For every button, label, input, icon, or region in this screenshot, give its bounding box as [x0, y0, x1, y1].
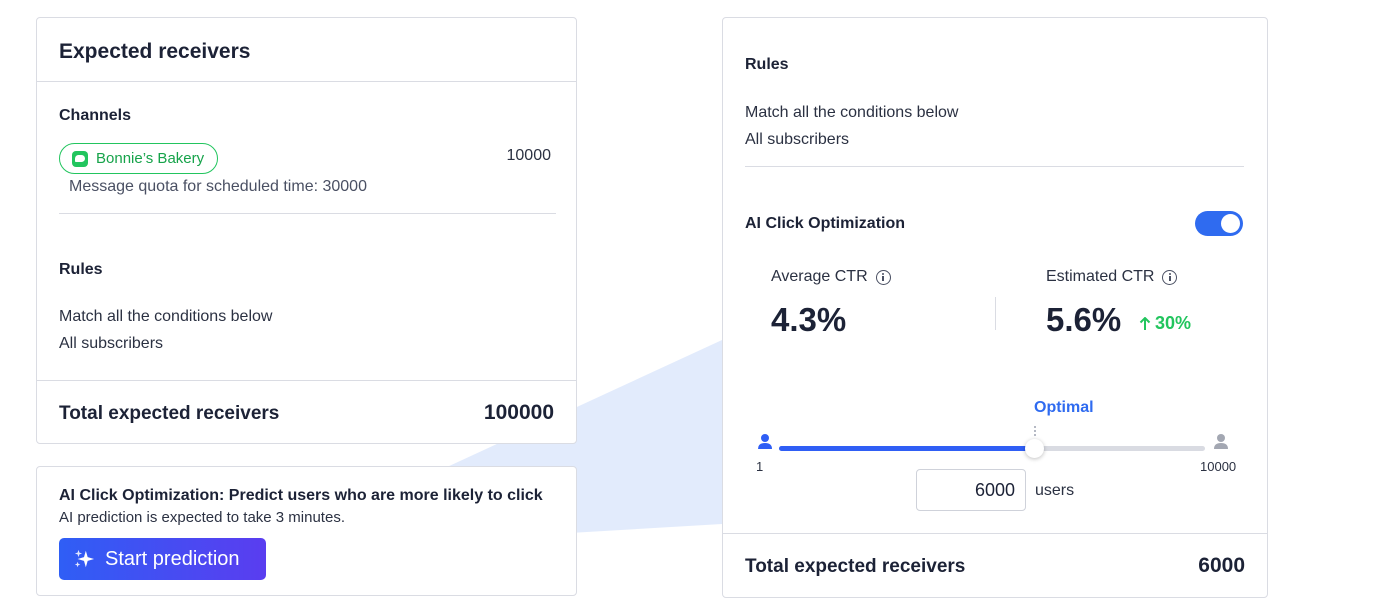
ai-optimization-label: AI Click Optimization — [745, 215, 906, 232]
total-bar: Total expected receivers 100000 — [37, 380, 576, 444]
slider-fill — [779, 446, 1035, 451]
total-label: Total expected receivers — [59, 403, 280, 424]
optimal-marker — [1033, 426, 1036, 436]
slider-track[interactable] — [779, 426, 1205, 458]
slider-min-label: 1 — [756, 459, 764, 474]
rules-audience-text: All subscribers — [745, 131, 850, 148]
start-prediction-button[interactable]: Start prediction — [59, 538, 266, 580]
channel-count: 10000 — [506, 147, 552, 164]
rules-audience-text: All subscribers — [59, 335, 164, 352]
rules-match-text: Match all the conditions below — [59, 308, 273, 325]
rules-label: Rules — [59, 261, 103, 278]
channels-label: Channels — [59, 107, 132, 124]
channel-name: Bonnie’s Bakery — [96, 150, 205, 167]
ctr-separator — [995, 297, 996, 330]
arrow-up-icon — [1139, 316, 1151, 330]
optimal-label: Optimal — [1034, 399, 1094, 416]
person-icon — [1214, 434, 1228, 449]
total-bar: Total expected receivers 6000 — [723, 533, 1267, 598]
sparkle-icon — [74, 549, 95, 568]
receivers-slider[interactable]: 1 10000 — [756, 426, 1247, 487]
rules-label: Rules — [745, 56, 789, 73]
ctr-uplift-value: 30% — [1155, 313, 1192, 333]
info-icon[interactable] — [1162, 269, 1178, 285]
card-title: Expected receivers — [59, 40, 251, 63]
average-ctr-label-text: Average CTR — [771, 268, 868, 285]
estimated-ctr-label-text: Estimated CTR — [1046, 268, 1155, 285]
toggle-knob — [1221, 214, 1240, 233]
card-header: Expected receivers — [37, 18, 576, 82]
info-icon[interactable] — [875, 269, 891, 285]
estimated-ctr-value: 5.6% — [1046, 301, 1122, 338]
divider — [59, 213, 556, 214]
start-prediction-label: Start prediction — [105, 547, 240, 570]
total-value: 6000 — [1198, 554, 1245, 577]
prediction-title: AI Click Optimization: Predict users who… — [59, 487, 543, 504]
users-unit: users — [1035, 482, 1075, 499]
channel-row: Bonnie’s Bakery 10000 — [59, 143, 555, 174]
quota-text: Message quota for scheduled time: 30000 — [69, 178, 367, 195]
slider-thumb[interactable] — [1024, 439, 1044, 458]
users-input[interactable] — [916, 469, 1026, 511]
slider-max-label: 10000 — [1200, 459, 1237, 474]
total-label: Total expected receivers — [745, 556, 966, 577]
estimated-ctr-label: Estimated CTR — [1046, 268, 1178, 286]
line-chat-icon — [72, 150, 88, 167]
average-ctr-label: Average CTR — [771, 268, 891, 286]
average-ctr-value: 4.3% — [771, 301, 847, 338]
expected-receivers-card: Expected receivers Channels Bonnie’s Bak… — [36, 17, 577, 444]
prediction-card: AI Click Optimization: Predict users who… — [36, 466, 577, 596]
divider — [745, 166, 1244, 167]
total-value: 100000 — [483, 401, 554, 424]
rules-match-text: Match all the conditions below — [745, 104, 959, 121]
ai-optimization-card: Rules Match all the conditions below All… — [722, 17, 1268, 598]
ctr-uplift: 30% — [1139, 313, 1191, 334]
ai-optimization-toggle[interactable] — [1195, 211, 1243, 236]
channel-badge[interactable]: Bonnie’s Bakery — [59, 143, 219, 174]
person-icon — [758, 434, 772, 449]
prediction-subtitle: AI prediction is expected to take 3 minu… — [59, 509, 345, 526]
